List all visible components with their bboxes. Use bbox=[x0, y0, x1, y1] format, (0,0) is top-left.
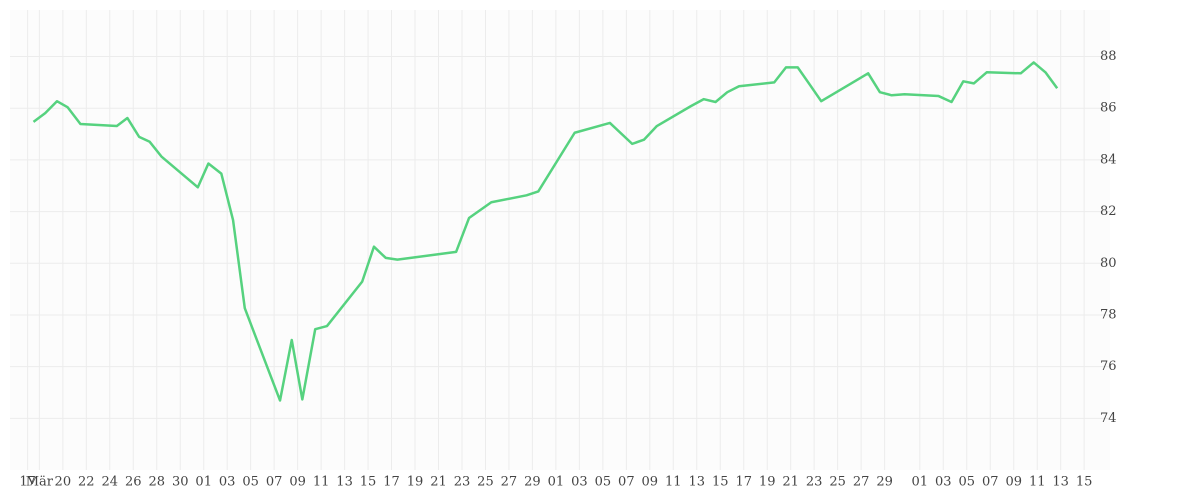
x-tick-label: 26 bbox=[125, 475, 142, 490]
y-tick-label: 80 bbox=[1100, 256, 1117, 271]
x-tick-label: 15 bbox=[712, 475, 729, 490]
x-tick-label: 17 bbox=[383, 475, 400, 490]
y-tick-label: 76 bbox=[1100, 359, 1117, 374]
x-tick-label: 17 bbox=[735, 475, 752, 490]
y-tick-label: 86 bbox=[1100, 101, 1117, 116]
x-tick-label: 11 bbox=[665, 475, 682, 490]
y-tick-label: 78 bbox=[1100, 307, 1117, 322]
x-tick-label: 03 bbox=[219, 475, 236, 490]
x-tick-label: 21 bbox=[782, 475, 799, 490]
x-tick-label: 28 bbox=[148, 475, 165, 490]
x-tick-label: 01 bbox=[912, 475, 929, 490]
x-tick-label: 13 bbox=[688, 475, 705, 490]
line-series bbox=[32, 61, 1059, 402]
plot-area bbox=[10, 10, 1110, 470]
x-tick-label: 25 bbox=[829, 475, 846, 490]
x-tick-label: 09 bbox=[642, 475, 659, 490]
x-tick-label: 22 bbox=[78, 475, 95, 490]
x-tick-label: 23 bbox=[454, 475, 471, 490]
x-tick-label: 07 bbox=[618, 475, 635, 490]
x-tick-label: 30 bbox=[172, 475, 189, 490]
x-tick-label: 25 bbox=[477, 475, 494, 490]
x-tick-label: 07 bbox=[266, 475, 283, 490]
x-tick-label: 11 bbox=[1029, 475, 1046, 490]
x-tick-label: 15 bbox=[360, 475, 377, 490]
x-tick-label: 01 bbox=[548, 475, 565, 490]
y-tick-label: 84 bbox=[1100, 152, 1117, 167]
x-tick-label: 11 bbox=[313, 475, 330, 490]
x-tick-label: 20 bbox=[55, 475, 72, 490]
x-tick-label: 09 bbox=[289, 475, 306, 490]
y-tick-label: 82 bbox=[1100, 204, 1117, 219]
y-tick-label: 88 bbox=[1100, 49, 1117, 64]
x-tick-label: 05 bbox=[959, 475, 976, 490]
x-tick-label: 19 bbox=[407, 475, 424, 490]
x-tick-label: 05 bbox=[242, 475, 259, 490]
x-tick-label: 05 bbox=[595, 475, 612, 490]
x-tick-label: 03 bbox=[571, 475, 588, 490]
x-tick-label: 21 bbox=[430, 475, 447, 490]
x-tick-label: 17 bbox=[19, 475, 36, 490]
x-tick-label: Mär bbox=[26, 475, 54, 490]
x-tick-label: 13 bbox=[1052, 475, 1069, 490]
x-tick-label: 29 bbox=[524, 475, 541, 490]
x-tick-label: 03 bbox=[935, 475, 952, 490]
x-tick-label: 27 bbox=[853, 475, 870, 490]
y-tick-label: 74 bbox=[1100, 411, 1117, 426]
x-tick-label: 07 bbox=[982, 475, 999, 490]
x-tick-label: 15 bbox=[1076, 475, 1093, 490]
x-tick-label: 19 bbox=[759, 475, 776, 490]
x-tick-label: 29 bbox=[876, 475, 893, 490]
x-tick-label: 24 bbox=[102, 475, 119, 490]
x-tick-label: 13 bbox=[336, 475, 353, 490]
x-tick-label: 27 bbox=[501, 475, 518, 490]
x-tick-label: 23 bbox=[806, 475, 823, 490]
x-tick-label: 09 bbox=[1005, 475, 1022, 490]
x-tick-label: 01 bbox=[195, 475, 212, 490]
